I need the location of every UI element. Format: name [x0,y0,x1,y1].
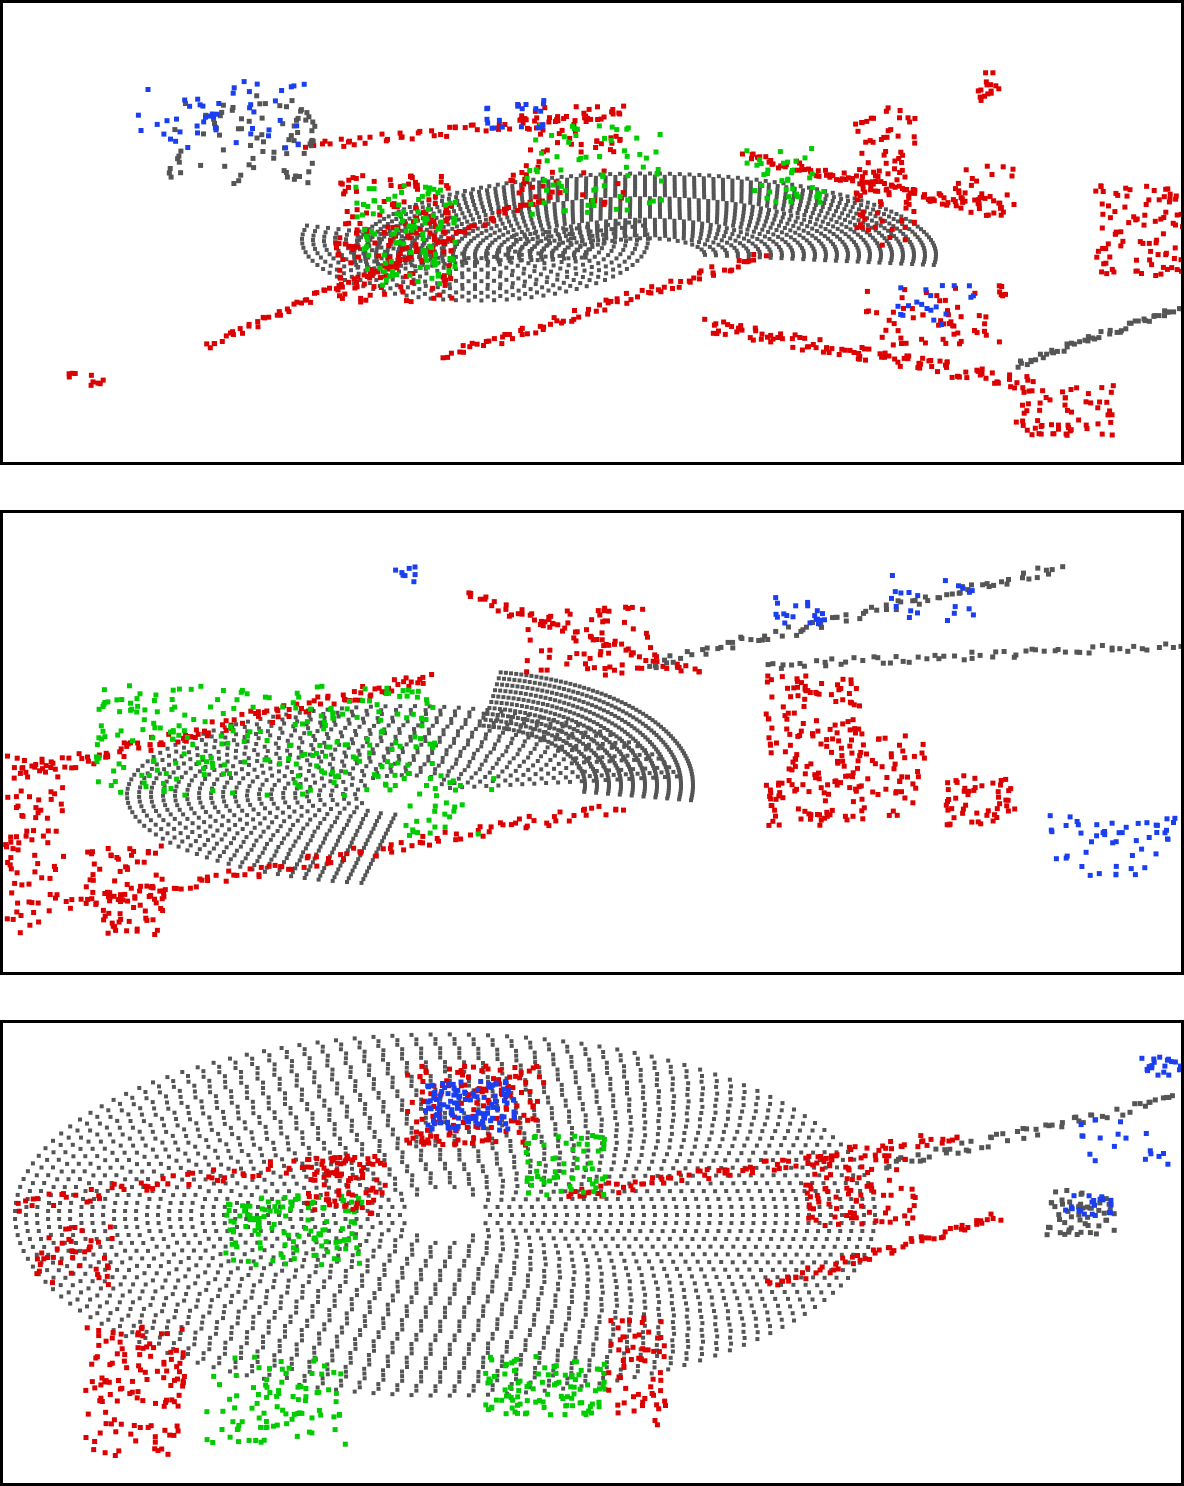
point-cloud-panel-top [0,0,1184,465]
point-cloud-panel-middle [0,510,1184,975]
point-cloud-middle [3,564,1181,937]
point-cloud-bottom [13,1032,1181,1458]
point-cloud-panel-bottom [0,1020,1184,1486]
point-cloud-top [66,70,1181,438]
